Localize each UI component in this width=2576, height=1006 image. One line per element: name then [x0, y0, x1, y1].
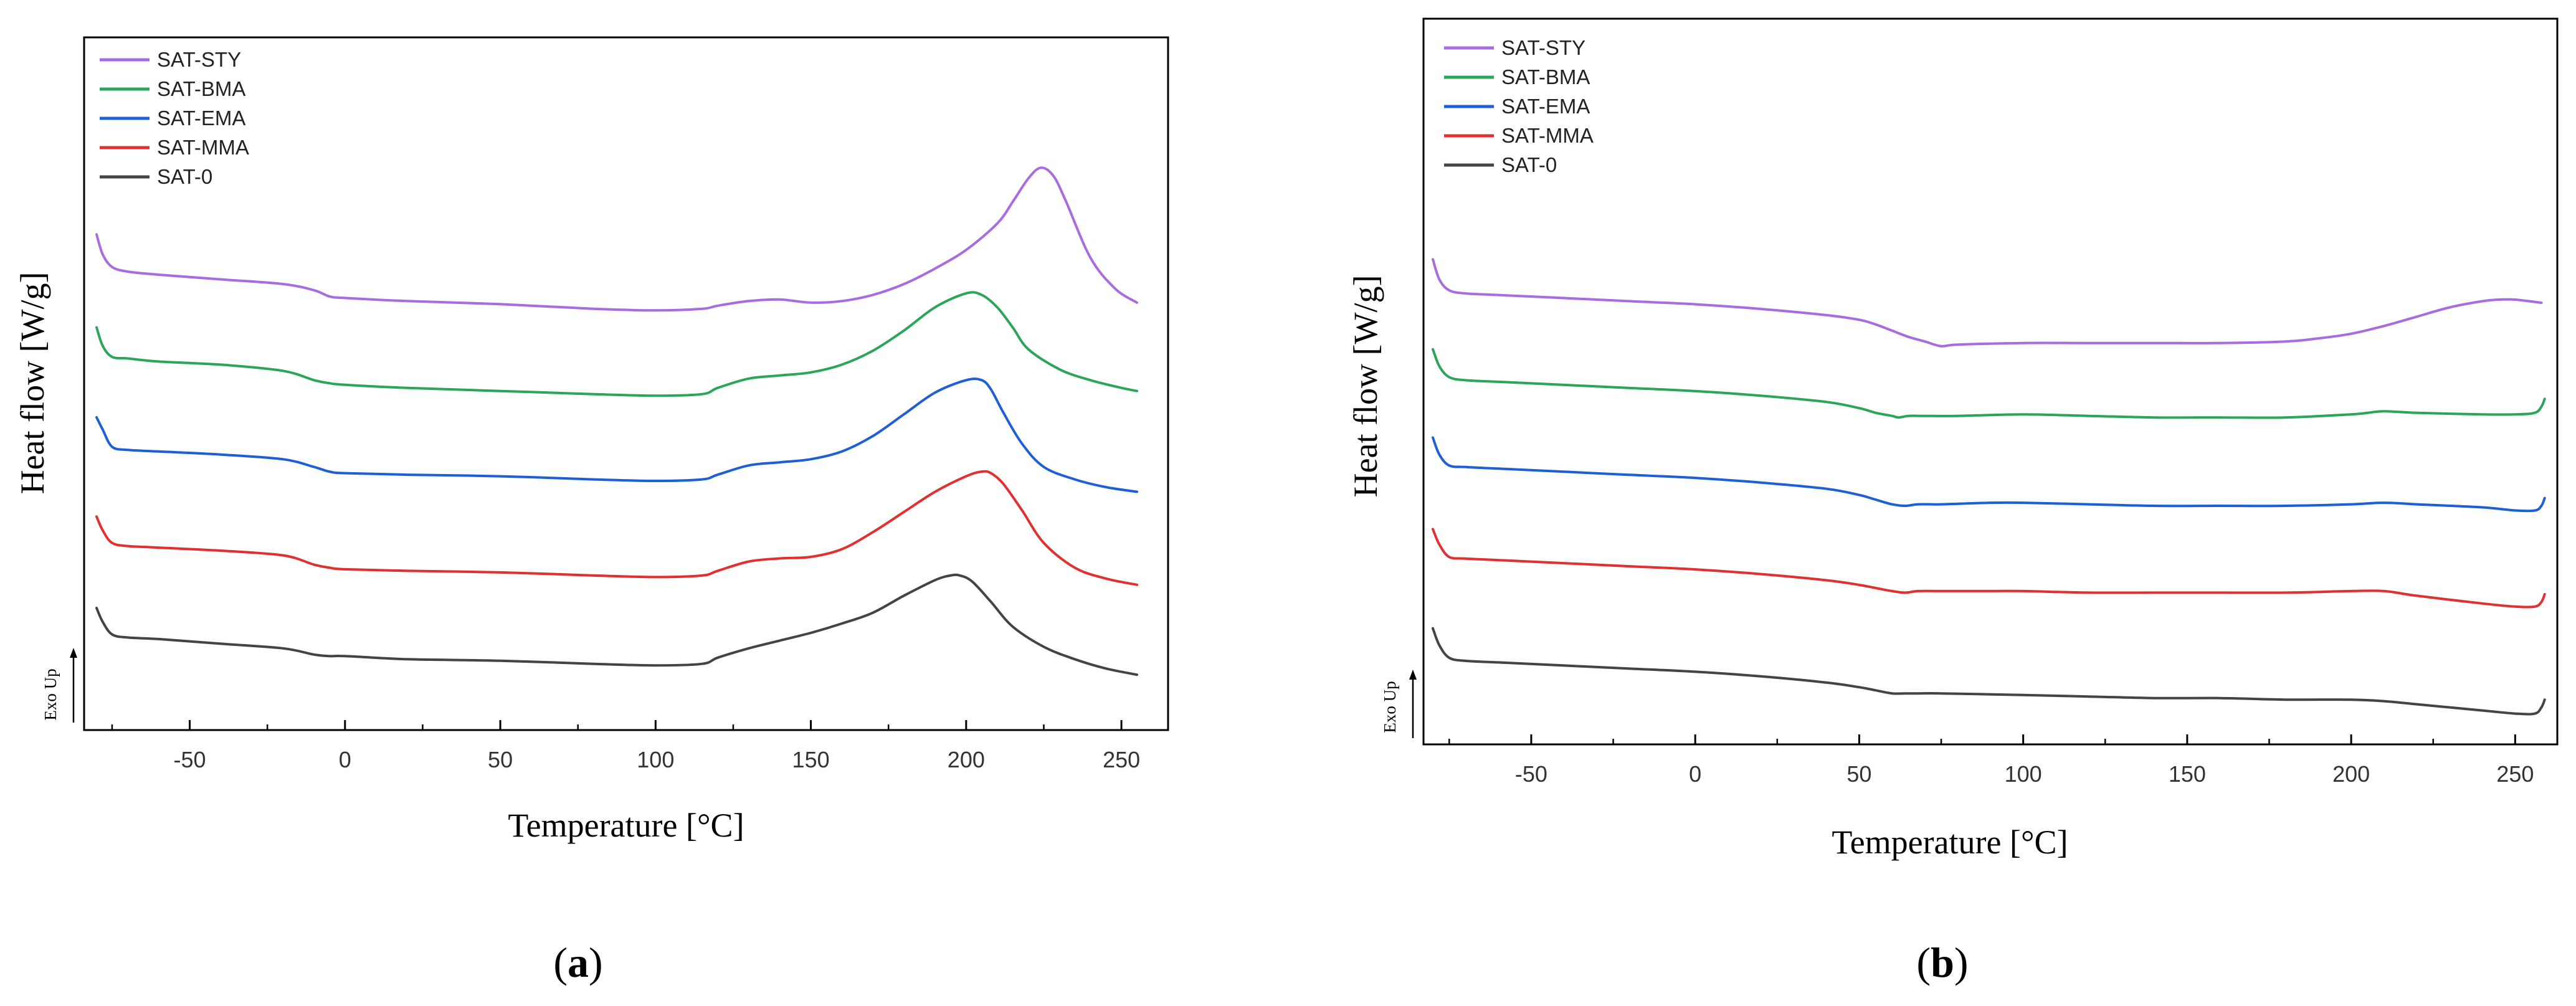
- x-tick-label: 100: [637, 747, 674, 772]
- x-tick-label: 0: [1689, 761, 1701, 787]
- x-tick-label: -50: [174, 747, 206, 772]
- chart-panel-b: -50 0 50 100 150 200 250 SAT-STY SAT-BMA SAT-EMA…: [1347, 17, 2559, 986]
- chart-panel-a: -50 0 50 100 150 200 250 SAT-STY SAT-BMA SAT-EMA…: [14, 36, 1169, 986]
- series-group-b: [1432, 258, 2546, 716]
- legend-label-sat-bma: SAT-BMA: [1501, 65, 1590, 88]
- x-tick-label: 0: [339, 747, 351, 772]
- legend-label-sat-ema: SAT-EMA: [157, 107, 245, 130]
- x-axis-ticks-a: [111, 720, 1123, 730]
- exo-up-label-a: Exo Up: [41, 668, 60, 720]
- x-tick-label: 200: [2332, 761, 2370, 787]
- series-line-sat-mma: [1432, 528, 2546, 609]
- plot-frame-b: [1422, 17, 2559, 746]
- legend-label-sat-mma: SAT-MMA: [1501, 124, 1594, 147]
- legend-label-sat-bma: SAT-BMA: [157, 77, 245, 100]
- x-tick-label: -50: [1515, 761, 1547, 787]
- series-line-sat-bma: [95, 291, 1138, 397]
- x-axis-label-b: Temperature [°C]: [1832, 823, 2068, 861]
- y-axis-label-b: Heat flow [W/g]: [1347, 275, 1384, 498]
- panel-label-a: a: [568, 939, 589, 986]
- x-axis-label-a: Temperature [°C]: [508, 807, 744, 844]
- svg-text:(b): (b): [1916, 939, 1968, 986]
- plot-frame-a: [83, 36, 1169, 731]
- series-line-sat-ema: [95, 377, 1138, 493]
- legend-label-sat-sty: SAT-STY: [157, 48, 241, 71]
- legend-label-sat-sty: SAT-STY: [1501, 36, 1585, 59]
- x-tick-label: 50: [1846, 761, 1871, 787]
- legend-label-sat-0: SAT-0: [1501, 153, 1557, 176]
- legend-a: SAT-STY SAT-BMA SAT-EMA SAT-MMA SAT-0: [100, 48, 249, 188]
- legend-label-sat-mma: SAT-MMA: [157, 136, 249, 159]
- x-tick-label: 250: [2496, 761, 2534, 787]
- panel-label-b: b: [1931, 939, 1954, 986]
- panel-caption-b: (b): [1916, 939, 1968, 986]
- x-tick-label: 250: [1103, 747, 1140, 772]
- legend-label-sat-ema: SAT-EMA: [1501, 95, 1590, 118]
- series-line-sat-mma: [95, 470, 1138, 586]
- series-line-sat-sty: [95, 166, 1138, 312]
- x-axis-ticks-b: [1448, 734, 2516, 744]
- exo-up-label-b: Exo Up: [1381, 681, 1399, 733]
- x-tick-label: 150: [792, 747, 830, 772]
- legend-b: SAT-STY SAT-BMA SAT-EMA SAT-MMA SAT-0: [1444, 36, 1594, 176]
- exo-up-indicator-a: Exo Up: [41, 648, 77, 723]
- x-tick-label: 200: [948, 747, 985, 772]
- svg-text:(a): (a): [553, 939, 602, 986]
- x-axis-tick-labels-a: -50 0 50 100 150 200 250: [174, 747, 1141, 772]
- panel-caption-a: (a): [553, 939, 602, 986]
- x-tick-label: 50: [488, 747, 513, 772]
- series-line-sat-sty: [1432, 258, 2543, 348]
- x-axis-tick-labels-b: -50 0 50 100 150 200 250: [1515, 761, 2534, 787]
- y-axis-label-a: Heat flow [W/g]: [14, 272, 51, 495]
- exo-up-indicator-b: Exo Up: [1381, 670, 1417, 738]
- x-tick-label: 150: [2169, 761, 2206, 787]
- series-line-sat-ema: [1432, 436, 2546, 513]
- series-line-sat-0: [95, 573, 1138, 676]
- series-line-sat-bma: [1432, 348, 2546, 419]
- series-group-a: [95, 166, 1138, 676]
- series-line-sat-0: [1432, 627, 2546, 716]
- x-tick-label: 100: [2005, 761, 2042, 787]
- legend-label-sat-0: SAT-0: [157, 165, 212, 188]
